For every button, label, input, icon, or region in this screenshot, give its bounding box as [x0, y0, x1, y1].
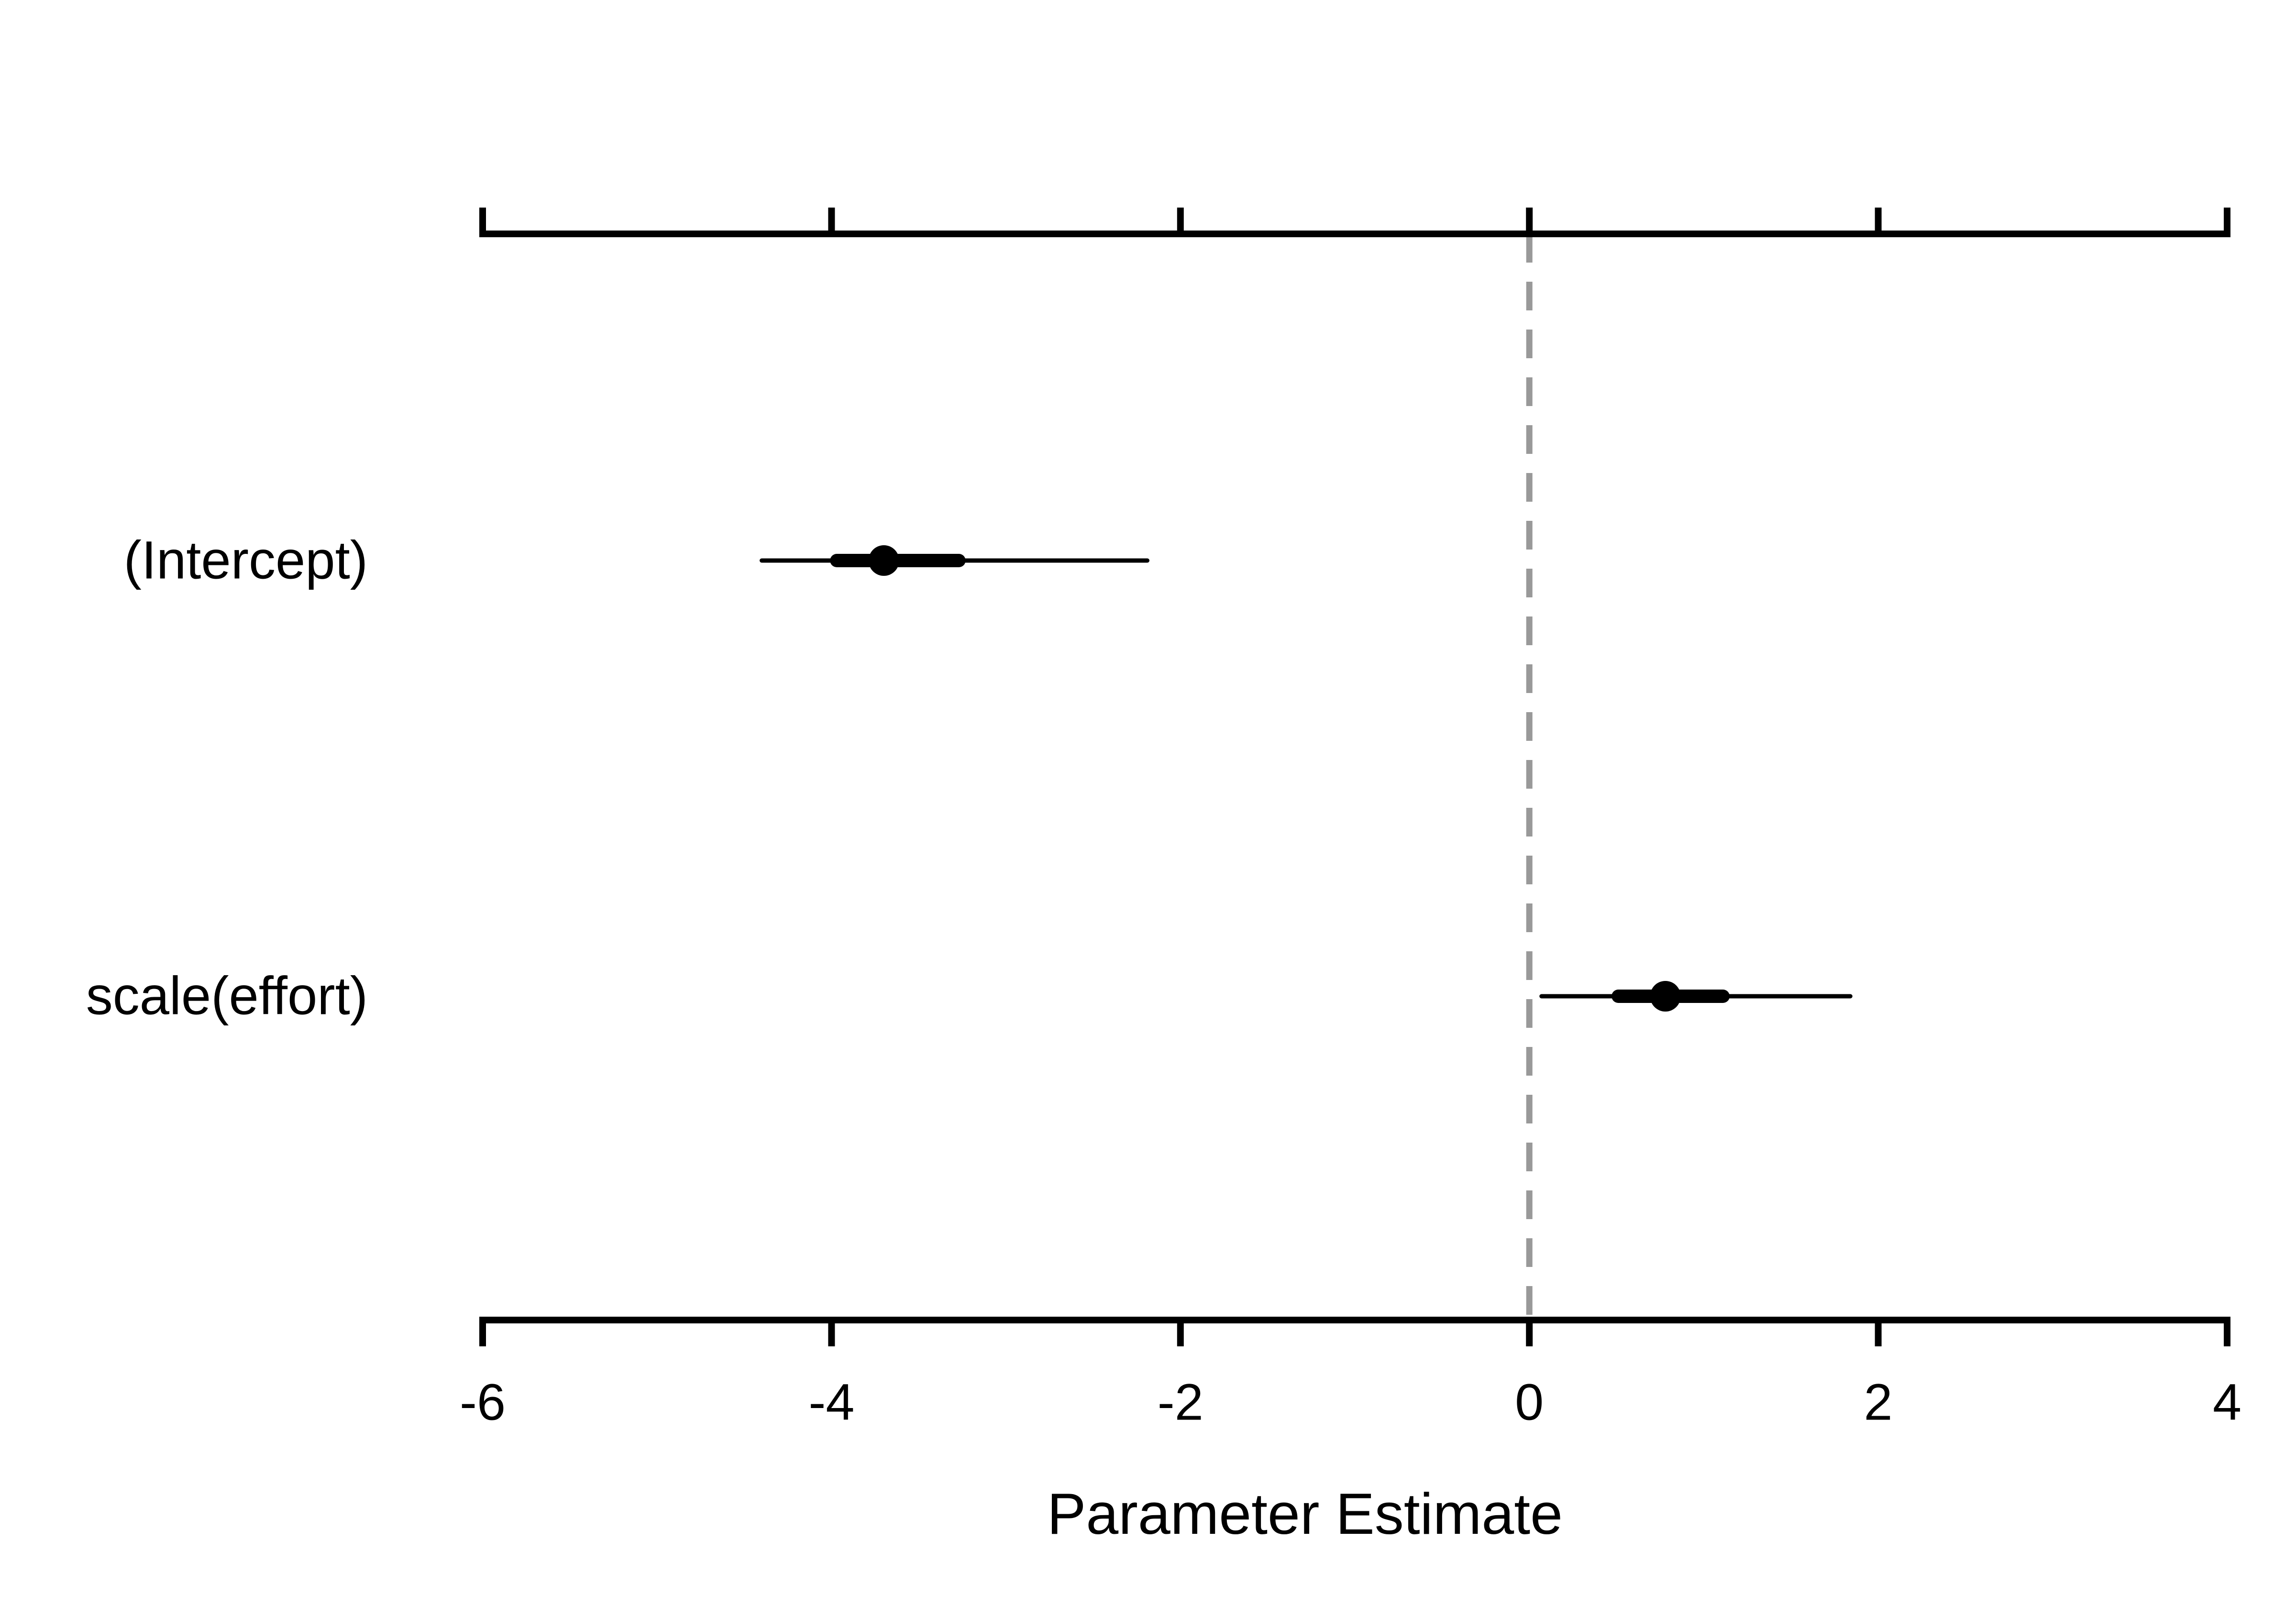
point-estimate: [868, 545, 899, 576]
x-tick-label: 2: [1864, 1373, 1893, 1431]
x-tick-label: -6: [460, 1373, 506, 1431]
x-tick-label: 0: [1515, 1373, 1544, 1431]
y-tick-label: (Intercept): [124, 530, 368, 590]
point-estimate: [1650, 981, 1681, 1012]
x-tick-label: -4: [808, 1373, 854, 1431]
x-axis-label: Parameter Estimate: [1047, 1481, 1563, 1546]
x-tick-label: 4: [2213, 1373, 2241, 1431]
y-tick-label: scale(effort): [86, 966, 368, 1026]
x-tick-label: -2: [1158, 1373, 1203, 1431]
